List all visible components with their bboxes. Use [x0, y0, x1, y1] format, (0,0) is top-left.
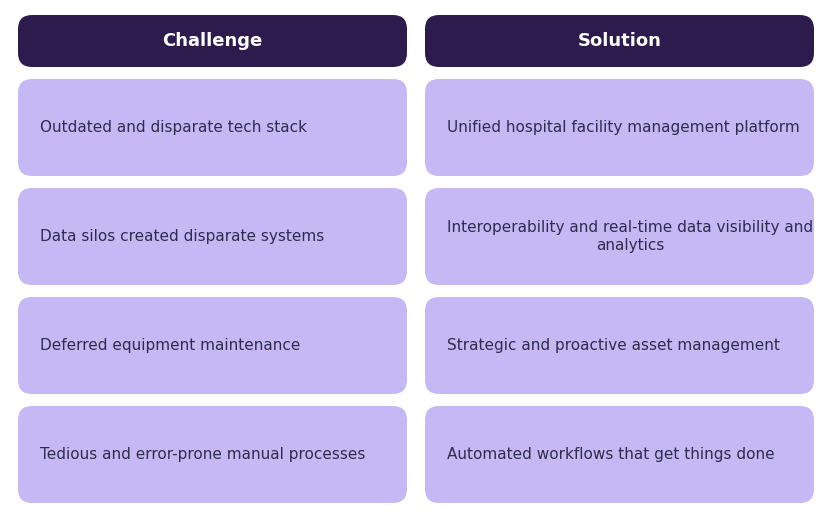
Text: Automated workflows that get things done: Automated workflows that get things done [447, 447, 775, 462]
Text: Interoperability and real-time data visibility and
analytics: Interoperability and real-time data visi… [447, 220, 813, 253]
FancyBboxPatch shape [18, 15, 407, 67]
FancyBboxPatch shape [18, 406, 407, 503]
FancyBboxPatch shape [425, 406, 814, 503]
Text: Data silos created disparate systems: Data silos created disparate systems [40, 229, 324, 244]
Text: Unified hospital facility management platform: Unified hospital facility management pla… [447, 120, 800, 135]
Text: Tedious and error-prone manual processes: Tedious and error-prone manual processes [40, 447, 365, 462]
FancyBboxPatch shape [425, 79, 814, 176]
Text: Solution: Solution [577, 32, 661, 50]
FancyBboxPatch shape [425, 188, 814, 285]
Text: Strategic and proactive asset management: Strategic and proactive asset management [447, 338, 780, 353]
Text: Outdated and disparate tech stack: Outdated and disparate tech stack [40, 120, 307, 135]
FancyBboxPatch shape [425, 297, 814, 394]
Text: Deferred equipment maintenance: Deferred equipment maintenance [40, 338, 300, 353]
Text: Challenge: Challenge [162, 32, 263, 50]
FancyBboxPatch shape [18, 79, 407, 176]
FancyBboxPatch shape [18, 188, 407, 285]
FancyBboxPatch shape [425, 15, 814, 67]
FancyBboxPatch shape [18, 297, 407, 394]
